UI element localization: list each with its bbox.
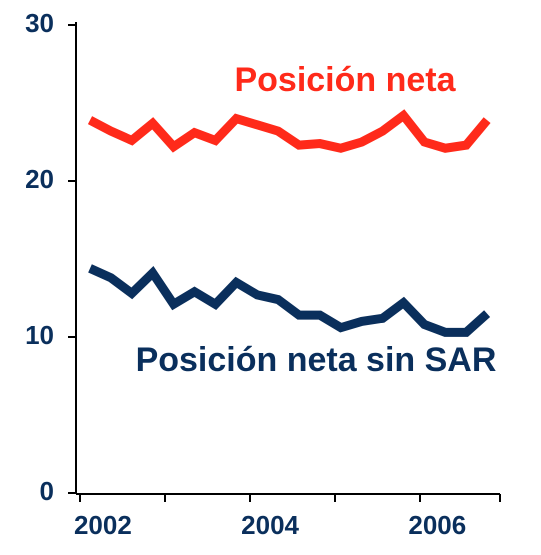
series-line bbox=[88, 264, 491, 337]
y-tick-label: 10 bbox=[25, 320, 54, 350]
y-tick-label: 20 bbox=[25, 164, 54, 194]
x-tick-label: 2002 bbox=[74, 510, 132, 540]
series-line bbox=[87, 109, 491, 153]
y-tick-label: 30 bbox=[25, 8, 54, 38]
series-label: Posición neta sin SAR bbox=[136, 341, 497, 379]
x-tick-label: 2006 bbox=[408, 510, 466, 540]
x-ticks bbox=[79, 494, 501, 502]
series-label: Posición neta bbox=[234, 61, 456, 99]
y-tick-label: 0 bbox=[40, 476, 54, 506]
x-tick-label: 2004 bbox=[241, 510, 299, 540]
